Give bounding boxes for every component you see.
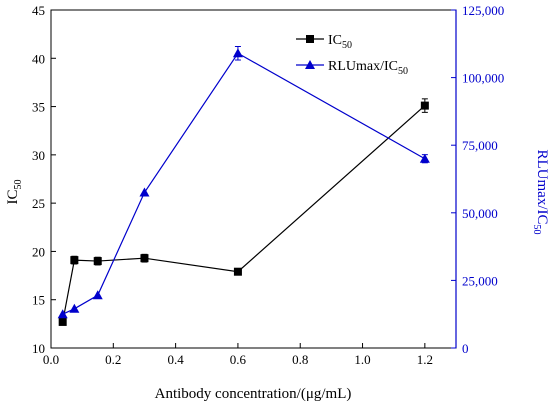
- legend-rlu-marker: [305, 60, 315, 69]
- data-point-triangle: [232, 48, 243, 58]
- right-tick-label: 50,000: [462, 206, 498, 221]
- right-tick-label: 125,000: [462, 3, 504, 18]
- right-axis-label-main: RLUmax/IC: [534, 150, 550, 225]
- left-tick-label: 20: [32, 244, 45, 259]
- x-tick-label: 0.2: [105, 352, 121, 367]
- series-ic50: [58, 98, 429, 326]
- left-axis-label: IC50: [5, 180, 24, 205]
- right-axis-label-sub: 50: [531, 225, 542, 235]
- right-axis-label: RLUmax/IC50: [531, 150, 550, 235]
- left-axis-label-main: IC: [5, 190, 21, 205]
- left-tick-label: 30: [32, 148, 45, 163]
- series-line: [62, 52, 426, 315]
- legend-rlu-label: RLUmax/IC50: [328, 59, 408, 77]
- legend-ic50-label-main: IC: [328, 33, 342, 48]
- left-tick-label: 45: [32, 3, 45, 18]
- left-axis-ticks: 10 15 20 25 30 35 40 45: [32, 3, 56, 356]
- left-tick-label: 40: [32, 51, 45, 66]
- data-point-triangle: [57, 309, 68, 319]
- right-tick-label: 75,000: [462, 138, 498, 153]
- data-point-square: [140, 254, 149, 263]
- legend-ic50-label: IC50: [328, 33, 352, 51]
- data-point-square: [233, 267, 242, 276]
- left-axis-label-sub: 50: [13, 180, 24, 190]
- data-point-triangle: [419, 153, 430, 163]
- legend-ic50-label-sub: 50: [342, 40, 352, 51]
- left-tick-label: 35: [32, 100, 45, 115]
- x-tick-label: 1.0: [354, 352, 370, 367]
- right-tick-label: 25,000: [462, 273, 498, 288]
- legend: IC50 RLUmax/IC50: [296, 33, 408, 77]
- x-tick-label: 0.0: [43, 352, 59, 367]
- series-line: [62, 105, 426, 323]
- legend-rlu-label-sub: 50: [398, 66, 408, 77]
- data-point-square: [93, 257, 102, 266]
- legend-rlu-label-main: RLUmax/IC: [328, 59, 398, 74]
- x-axis-label: Antibody concentration/(μg/mL): [155, 386, 352, 402]
- right-axis-ticks: 0 25,000 50,000 75,000 100,000 125,000: [451, 3, 504, 356]
- data-point-square: [70, 256, 79, 265]
- x-tick-label: 0.4: [167, 352, 184, 367]
- x-tick-label: 1.2: [417, 352, 433, 367]
- data-point-triangle: [92, 290, 103, 300]
- left-tick-label: 10: [32, 341, 45, 356]
- x-tick-label: 0.8: [292, 352, 308, 367]
- right-tick-label: 0: [462, 341, 469, 356]
- series-layer: [57, 46, 430, 326]
- x-axis-ticks: 0.0 0.2 0.4 0.6 0.8 1.0 1.2: [43, 343, 433, 367]
- series-rlumax-ic50: [57, 46, 430, 319]
- data-point-triangle: [69, 303, 80, 313]
- right-tick-label: 100,000: [462, 71, 504, 86]
- data-point-square: [58, 317, 67, 326]
- legend-ic50-marker: [306, 35, 314, 43]
- x-tick-label: 0.6: [230, 352, 247, 367]
- left-tick-label: 15: [32, 293, 45, 308]
- left-tick-label: 25: [32, 196, 45, 211]
- data-point-square: [420, 101, 429, 110]
- data-point-triangle: [139, 187, 150, 197]
